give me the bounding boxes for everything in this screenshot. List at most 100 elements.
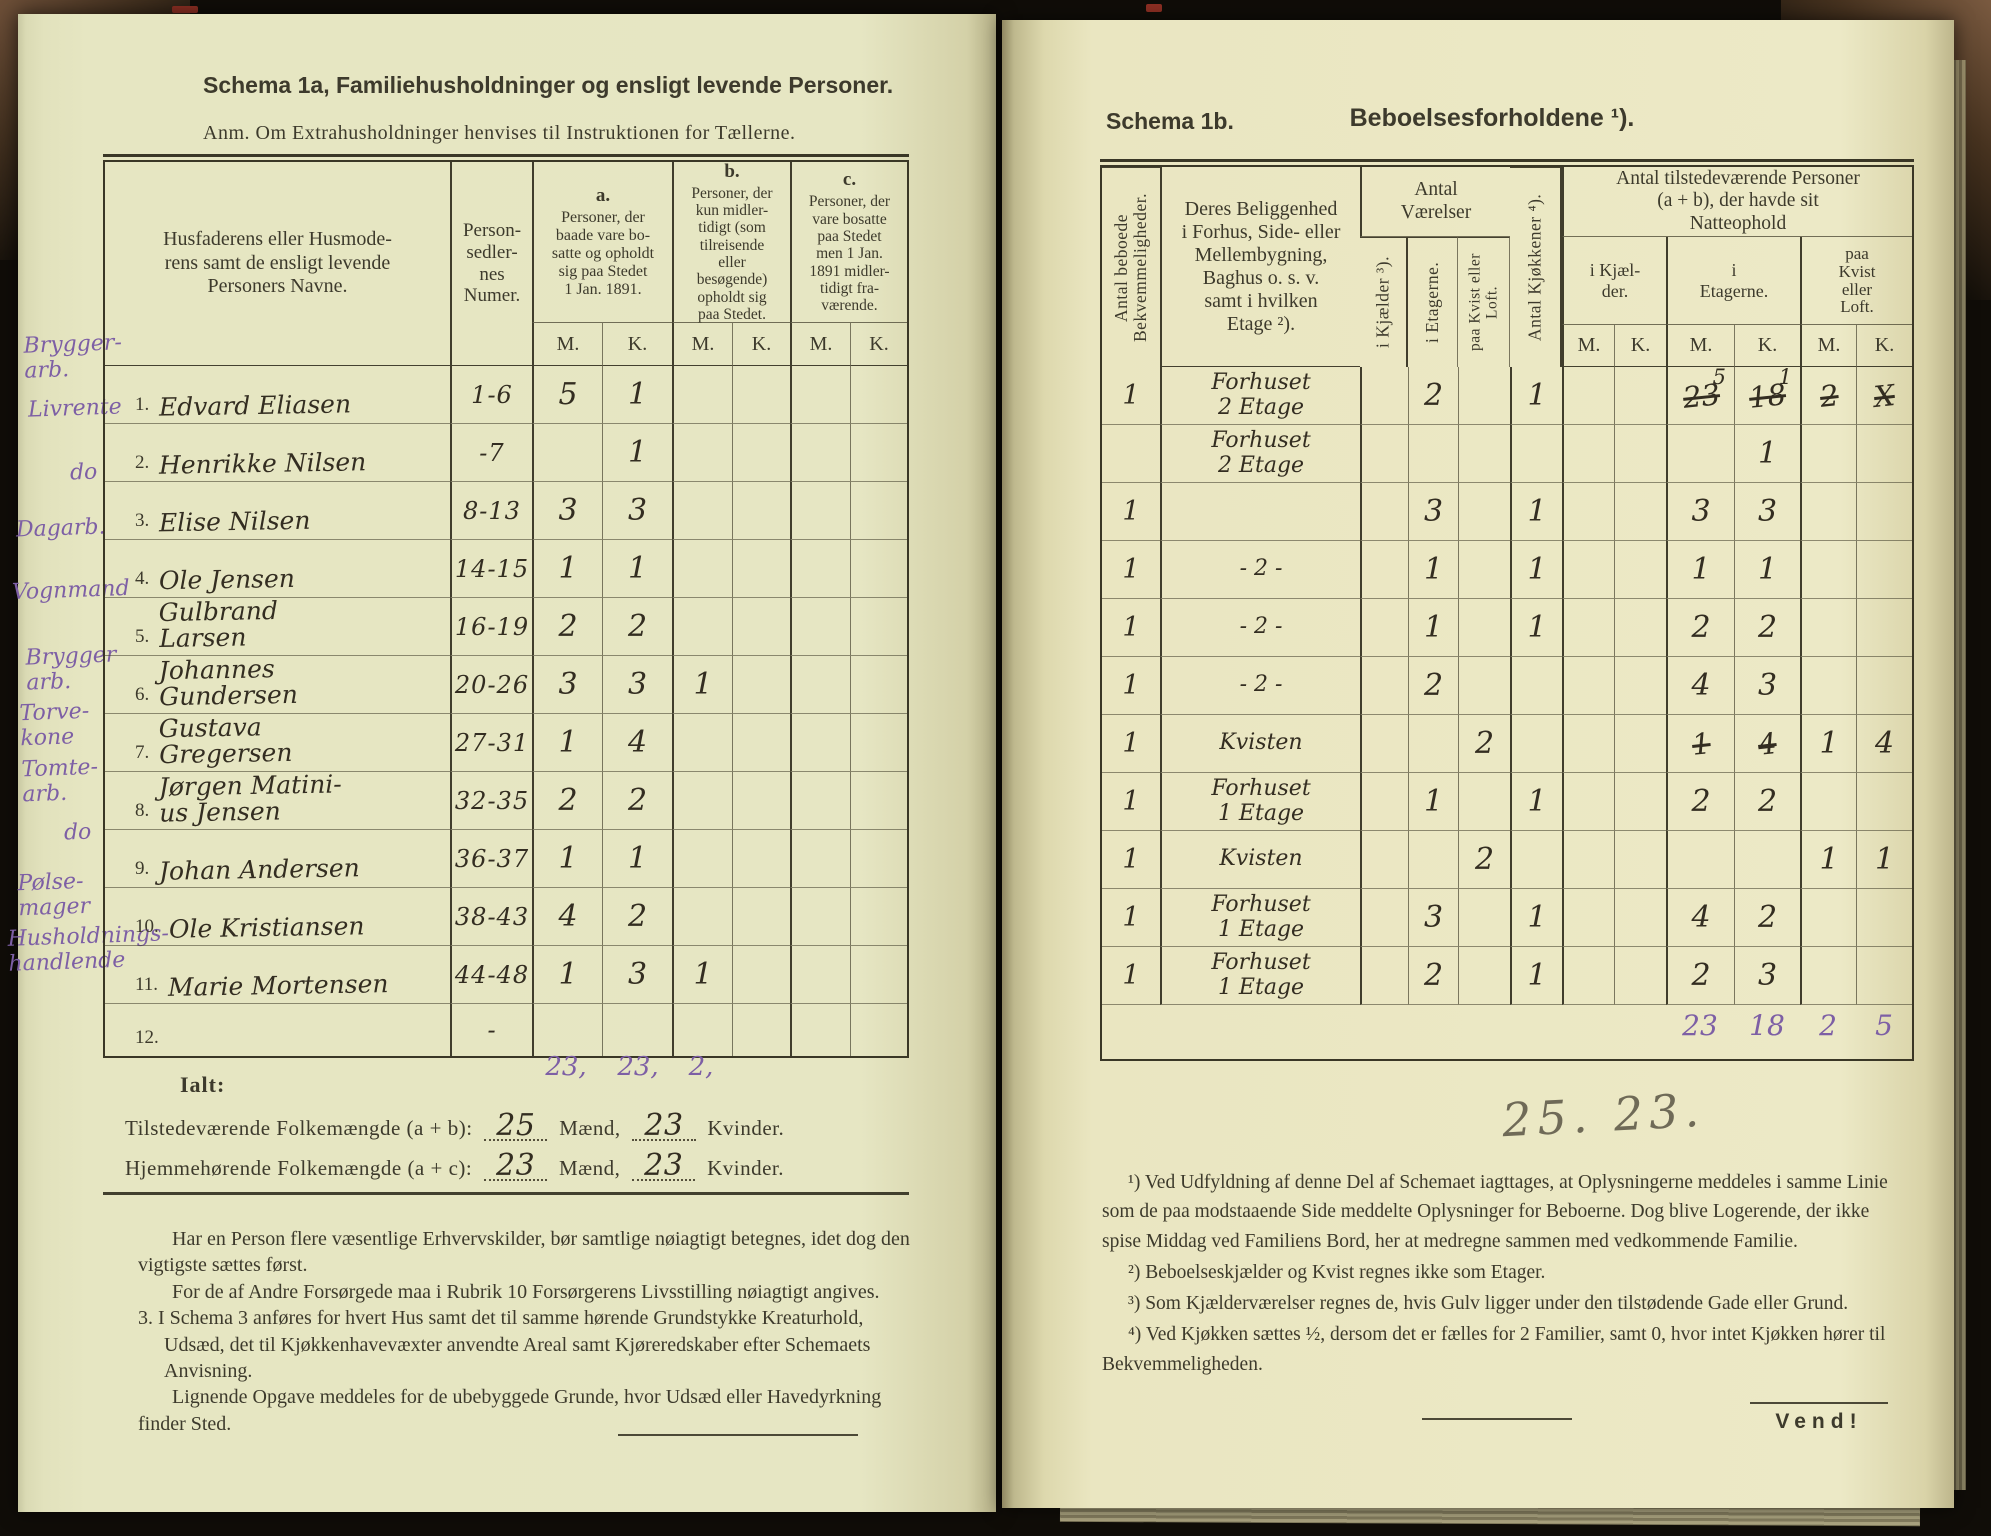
name-cell: 4. Ole Jensen (105, 540, 450, 598)
footnote: ⁴) Ved Kjøkken sættes ½, dersom det er f… (1102, 1324, 1886, 1375)
cell-kvK (1856, 947, 1912, 1005)
cell-cK (850, 540, 907, 598)
name-cell: 12. (105, 1004, 450, 1056)
table-top-rule (1100, 159, 1914, 162)
page-edges (1950, 60, 1966, 1490)
cell-aM: 1 (532, 540, 602, 598)
header-kvist-k: K. (1856, 325, 1912, 367)
cell-antal (1102, 425, 1160, 483)
cell-aM: 4 (532, 888, 602, 946)
cell-kvM (1800, 541, 1856, 599)
cell-kvM (1800, 483, 1856, 541)
cell-bK (732, 772, 790, 830)
cell-bK (732, 656, 790, 714)
cell-kjV (1360, 773, 1408, 831)
cell-kjV (1360, 947, 1408, 1005)
cell-sedler: 14-15 (450, 540, 532, 598)
cell-kjok: 1 (1510, 599, 1562, 657)
cell-antal: 1 (1102, 831, 1160, 889)
cell-kjM (1562, 483, 1614, 541)
crossed-value: 2 (1818, 377, 1840, 414)
line2-maend-value: 23 (484, 1144, 548, 1183)
cell-aM: 3 (532, 656, 602, 714)
header-a-m: M. (532, 322, 602, 366)
cell-cK (850, 888, 907, 946)
cell-etV (1408, 425, 1458, 483)
header-names: Husfaderens eller Husmode- rens samt de … (105, 162, 450, 366)
crossed-value: X (1872, 377, 1897, 414)
cell-sedler: 8-13 (450, 482, 532, 540)
cell-kjM (1562, 657, 1614, 715)
cell-etV: 2 (1408, 657, 1458, 715)
cell-kvV (1458, 541, 1510, 599)
cell-bK (732, 366, 790, 424)
cell-kvM (1800, 425, 1856, 483)
line2-text: Hjemmehørende Folkemængde (a + c): (125, 1156, 473, 1180)
cell-beliggenhed: - 2 - (1160, 541, 1360, 599)
header-b-k: K. (732, 322, 790, 366)
occupation-note: Tomte- arb. (21, 754, 99, 808)
cell-kjM (1562, 425, 1614, 483)
cell-sedler: 38-43 (450, 888, 532, 946)
name-cell: 1. Edvard Eliasen (105, 366, 450, 424)
cell-kjM (1562, 599, 1614, 657)
cell-etK: 1 (1734, 425, 1800, 483)
cell-kjok: 1 (1510, 773, 1562, 831)
header-paa-kvist: paa Kvist eller Loft. (1800, 237, 1912, 325)
vend-rule (1750, 1402, 1888, 1404)
totals-cell: 18 (1749, 1009, 1785, 1042)
cell-kjM (1562, 947, 1614, 1005)
cell-kjK (1614, 425, 1666, 483)
row-number: 7. (135, 742, 150, 763)
cell-cM (790, 366, 850, 424)
table-top-rule (103, 154, 909, 157)
cell-etM: 2 (1666, 947, 1734, 1005)
totals-cell: 5 (1875, 1009, 1893, 1042)
cell-aM: 1 (532, 946, 602, 1004)
cell-bM: 1 (672, 656, 732, 714)
cell-kvK (1856, 889, 1912, 947)
cell-kjK (1614, 657, 1666, 715)
cell-beliggenhed: - 2 - (1160, 657, 1360, 715)
cell-bM (672, 424, 732, 482)
header-etagerne-k: K. (1734, 325, 1800, 367)
cell-beliggenhed: Forhuset 1 Etage (1160, 947, 1360, 1005)
line1-kvinder-label: Kvinder. (707, 1116, 785, 1140)
cell-kvV (1458, 947, 1510, 1005)
cell-kjok: 1 (1510, 367, 1562, 425)
cell-aK: 1 (602, 830, 672, 888)
person-name: Marie Mortensen (167, 968, 389, 1002)
header-antal-kjokkener: Antal Kjøkkener ⁴). (1510, 167, 1562, 367)
cell-sedler: -7 (450, 424, 532, 482)
cell-kvM (1800, 889, 1856, 947)
cell-cM (790, 598, 850, 656)
person-name: Johannes Gundersen (158, 654, 299, 711)
cell-antal: 1 (1102, 889, 1160, 947)
cell-etV (1408, 831, 1458, 889)
cell-aK: 1 (602, 540, 672, 598)
header-c-label: c. (842, 169, 857, 191)
cell-etK: 2 (1734, 773, 1800, 831)
cell-cM (790, 714, 850, 772)
header-b-m: M. (672, 322, 732, 366)
person-name: Ole Jensen (159, 563, 296, 595)
section-rule (103, 1192, 909, 1195)
cell-etV: 1 (1408, 599, 1458, 657)
cell-kjK (1614, 599, 1666, 657)
schema-1a-footer: Har en Person flere væsentlige Erhvervsk… (138, 1226, 928, 1437)
cell-sedler: 44-48 (450, 946, 532, 1004)
cell-kvV (1458, 483, 1510, 541)
footer-rule (618, 1434, 858, 1436)
cell-cM (790, 656, 850, 714)
cell-kvK: 4 (1856, 715, 1912, 773)
occupation-note: Pølse- mager (17, 868, 91, 922)
header-antal-bekvemmeligheder: Antal beboede Bekvemmeligheder. (1102, 167, 1160, 367)
cell-cM (790, 540, 850, 598)
cell-kjok: 1 (1510, 541, 1562, 599)
schema-1b-footnotes: ¹) Ved Udfyldning af denne Del af Schema… (1102, 1168, 1902, 1381)
cell-bK (732, 482, 790, 540)
cell-antal: 1 (1102, 599, 1160, 657)
cell-aK: 2 (602, 598, 672, 656)
cell-bK (732, 888, 790, 946)
cell-etV: 3 (1408, 889, 1458, 947)
